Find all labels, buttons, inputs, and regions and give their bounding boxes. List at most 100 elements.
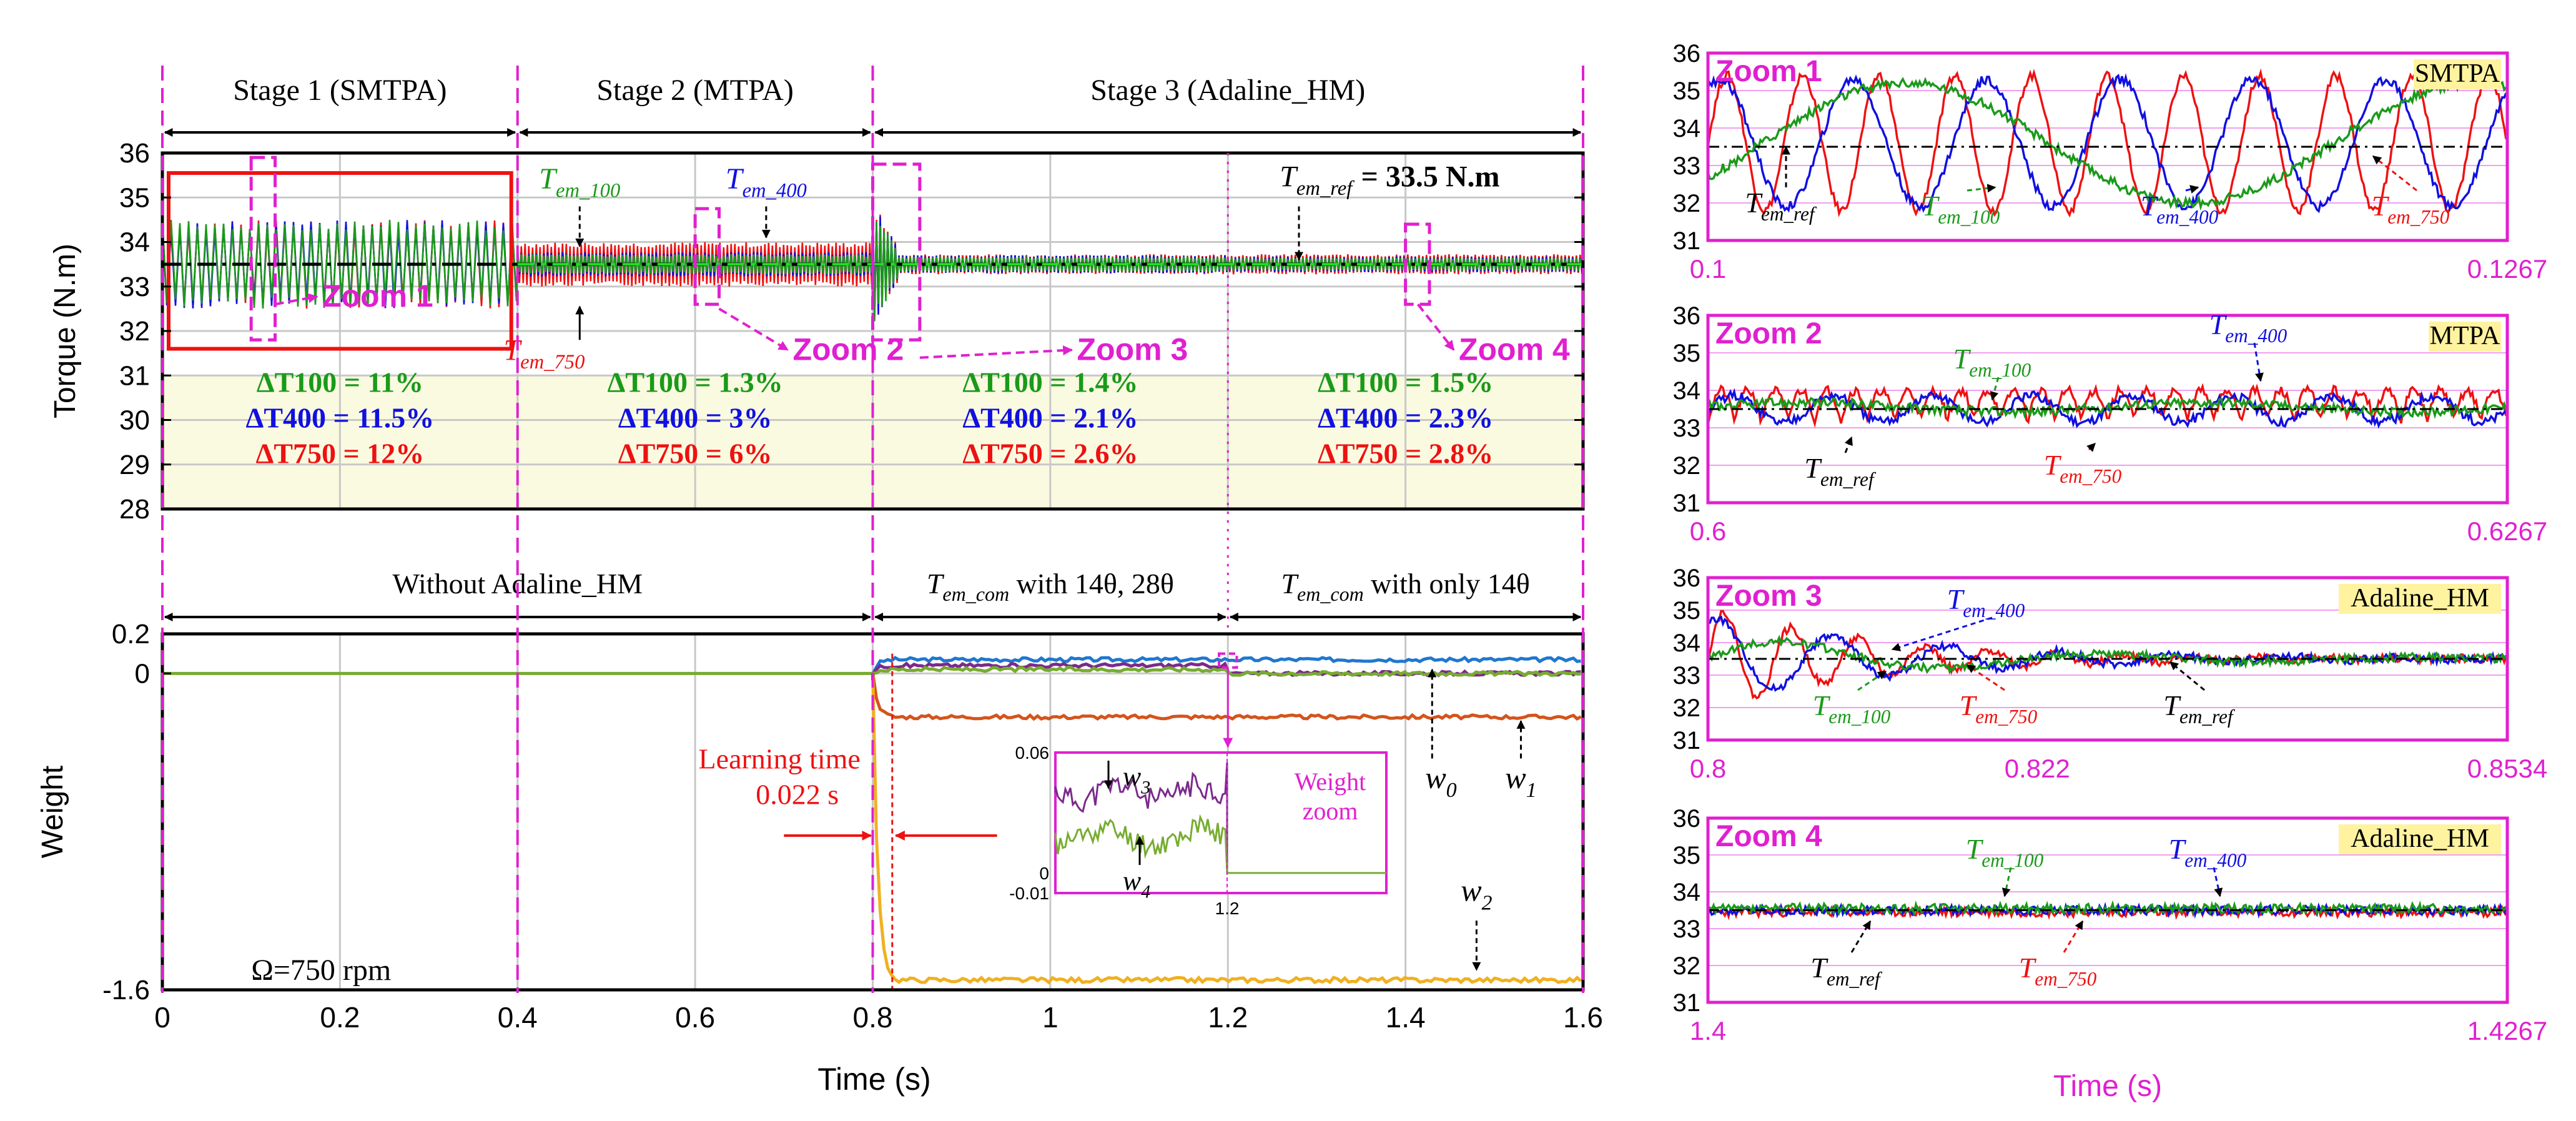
- label-w0: w0: [1425, 760, 1456, 802]
- weight-y-tick-label: -1.6: [102, 975, 150, 1005]
- zoom-tag-bg: [2339, 584, 2501, 614]
- learning-time-value: 0.022 s: [756, 778, 839, 810]
- torque-y-tick-label: 36: [119, 138, 150, 169]
- torque-y-tick-label: 35: [119, 182, 150, 213]
- speed-label: Ω=750 rpm: [251, 954, 391, 987]
- zoom-x-tick: 0.1267: [2467, 254, 2547, 284]
- label-w1: w1: [1505, 760, 1536, 802]
- ripple-value: ΔT750 = 6%: [618, 438, 772, 470]
- ripple-table: ΔT100 = 11% ΔT400 = 11.5% ΔT750 = 12% ΔT100…: [246, 367, 1494, 470]
- torque-annotations: Tem_100 Tem_400 Tem_750 Tem_ref = 33.5 N.m Zo…: [249, 156, 1570, 373]
- weight-series-w2: [871, 672, 1582, 985]
- pointer: [2253, 342, 2264, 382]
- ripple-value: ΔT400 = 11.5%: [246, 402, 435, 434]
- zoom-tag-bg: [2339, 824, 2501, 854]
- time-x-tick-label: 0.2: [320, 1001, 360, 1034]
- zoom-tag: SMTPA: [2415, 59, 2500, 88]
- inset-label-w3: w3: [1123, 761, 1150, 798]
- reference-value-label: = 33.5 N.m: [1361, 160, 1500, 193]
- time-x-axis-label: Time (s): [817, 1062, 930, 1097]
- ripple-value: ΔT100 = 1.4%: [962, 367, 1138, 398]
- pointer: [1967, 184, 1996, 193]
- zoom-y-tick: 36: [1673, 40, 1701, 67]
- label-t-em-100: Tem_100: [539, 162, 620, 202]
- weight-y-tick-label: 0.2: [112, 619, 150, 649]
- zoom-tag-bg: [2429, 322, 2501, 352]
- time-x-tick-label: 1.2: [1208, 1001, 1248, 1034]
- zoom-label-1: Zoom 1: [322, 279, 433, 314]
- zoom-y-tick: 33: [1673, 152, 1701, 180]
- zoom-title: Zoom 3: [1715, 580, 1822, 613]
- ripple-value: ΔT750 = 2.8%: [1318, 438, 1493, 470]
- zoom-box-3: [871, 162, 922, 342]
- ripple-value: ΔT750 = 12%: [256, 438, 425, 470]
- ripple-value: ΔT100 = 1.5%: [1318, 367, 1493, 398]
- zoom-y-tick: 32: [1673, 452, 1701, 480]
- zoom4-label: Tem_400: [2169, 833, 2247, 871]
- label-w2: w2: [1461, 873, 1492, 915]
- zoom-panel-4: 36 35 34 33 32 311.4 1.4267 Zoom 4 Adaline_HM Tim…: [1673, 805, 2548, 1103]
- zoom3-series-T_em_100: [1707, 635, 2507, 675]
- zoom-label-2: Zoom 2: [793, 332, 904, 367]
- zoom-x-tick: 1.4: [1690, 1016, 1726, 1045]
- zoom-panel-1: 36 35 34 33 32 310.1 0.1267 Zoom 1 SMTPA: [1673, 40, 2548, 284]
- inset-y-tick: 0: [1039, 864, 1049, 883]
- pointer: [2086, 442, 2096, 452]
- zoom-y-tick: 33: [1673, 662, 1701, 689]
- weight-y-tick-label: 0: [135, 658, 150, 689]
- zoom1-series-T_em_750: [1707, 68, 2507, 218]
- zoom-y-tick: 36: [1673, 805, 1701, 832]
- pointer: [2063, 920, 2084, 953]
- phase-label-2: Tem_com with 14θ, 28θ: [927, 568, 1174, 605]
- zoom-title: Zoom 2: [1715, 317, 1822, 350]
- pointer: [1990, 377, 2000, 401]
- zoom-x-tick: 0.822: [2005, 754, 2070, 783]
- torque-y-tick-label: 29: [119, 450, 150, 480]
- zoom-y-tick: 36: [1673, 565, 1701, 592]
- pointer: [2372, 155, 2417, 192]
- inset-y-tick: 0.06: [1015, 743, 1050, 763]
- ripple-value: ΔT400 = 2.3%: [1318, 402, 1493, 434]
- zoom-y-tick: 35: [1673, 77, 1701, 105]
- weight-plot: 0.20-1.60 0.2 0.4 0.6 0.8 1 1.2 1.4 1.6 Weight T…: [36, 568, 1603, 1097]
- zoom-x-tick: 0.1: [1690, 254, 1726, 284]
- pointer: [2169, 661, 2205, 691]
- time-x-tick-label: 0.8: [853, 1001, 893, 1034]
- zoom-tag-bg: [2414, 59, 2501, 89]
- zoom1-series-T_em_100: [1707, 77, 2507, 211]
- label-t-em-ref: Tem_ref: [1280, 160, 1355, 199]
- zoom3-label: Tem_ref: [2163, 689, 2236, 728]
- inset-box: [1054, 751, 1388, 894]
- torque-y-tick-label: 32: [119, 316, 150, 347]
- zoom4-label: Tem_750: [2019, 952, 2097, 990]
- torque-y-tick-label: 30: [119, 405, 150, 436]
- zoom-arrow: [1416, 304, 1455, 351]
- zoom-y-tick: 34: [1673, 879, 1701, 906]
- zoom-arrow: [718, 307, 789, 352]
- torque-y-tick-label: 31: [119, 360, 150, 391]
- zoom-box-1: [249, 156, 277, 342]
- weight-series-w4: [871, 665, 1581, 678]
- zoom-y-tick: 35: [1673, 597, 1701, 625]
- zoom-y-tick: 32: [1673, 190, 1701, 217]
- zoom3-label: Tem_100: [1813, 689, 1891, 728]
- time-x-tick-label: 0.6: [675, 1001, 715, 1034]
- stage-dividers: [161, 66, 1584, 993]
- torque-y-tick-label: 34: [119, 227, 150, 258]
- weight-y-axis-label: Weight: [36, 766, 69, 859]
- zoom-frame: [1706, 816, 2509, 1004]
- stage-label-1: Stage 1 (SMTPA): [233, 74, 447, 107]
- zoom-y-tick: 34: [1673, 377, 1701, 405]
- zoom-x-tick: 0.6267: [2467, 516, 2547, 546]
- phase-label-3: Tem_com with only 14θ: [1281, 568, 1529, 605]
- zoom-y-tick: 35: [1673, 340, 1701, 367]
- zoom2-label: Tem_ref: [1804, 452, 1877, 490]
- weight-series-w0: [871, 655, 1581, 675]
- torque-y-ticks: 36 35 34 33 32 31 30 29 28: [119, 138, 1583, 525]
- pointer: [1850, 920, 1872, 953]
- pointer: [2185, 185, 2199, 194]
- zoom-y-tick: 33: [1673, 916, 1701, 943]
- zoom-label-4: Zoom 4: [1459, 332, 1570, 367]
- time-x-tick-label: 1.4: [1386, 1001, 1426, 1034]
- weight-zoom-box: [1218, 652, 1238, 669]
